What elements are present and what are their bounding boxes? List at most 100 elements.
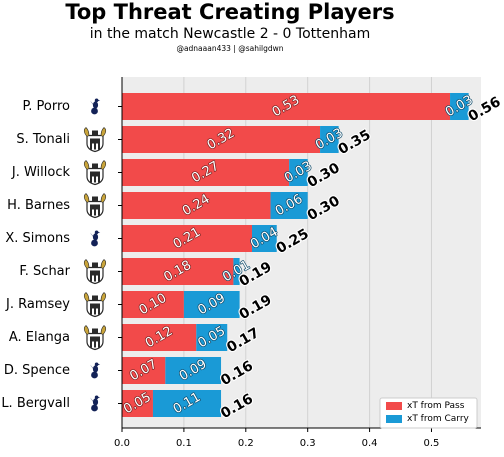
crest-stripe (90, 308, 92, 315)
newcastle-crest-icon (83, 160, 107, 186)
crest-stripe (90, 275, 92, 282)
pass-bar (122, 324, 197, 351)
legend-box (379, 397, 478, 429)
crest-stripe (94, 176, 96, 183)
newcastle-crest-icon (83, 292, 107, 318)
crest-turret (92, 295, 98, 301)
crest-seahorse-right (100, 259, 107, 269)
crest-seahorse-left (83, 325, 90, 335)
crest-body (92, 233, 99, 241)
crest-stripe (94, 209, 96, 216)
player-name-label: J. Ramsey (5, 297, 70, 312)
tottenham-crest-icon (90, 98, 101, 115)
legend-swatch (386, 402, 402, 410)
crest-leg (94, 371, 96, 374)
pass-bar (122, 390, 153, 417)
crest-turret (92, 130, 98, 136)
tottenham-crest-icon (90, 230, 101, 247)
carry-bar (233, 258, 240, 285)
crest-ball (91, 239, 98, 247)
pass-bar (122, 93, 451, 120)
crest-beak (98, 396, 101, 399)
pass-bar (122, 357, 166, 384)
crest-stripe (90, 143, 92, 150)
crest-castle (90, 204, 100, 210)
crest-body (92, 398, 99, 406)
player-name-label: X. Simons (5, 231, 70, 246)
crest-seahorse-right (100, 127, 107, 137)
crest-ball (91, 371, 98, 379)
crest-stripe (98, 176, 100, 183)
player-name-label: L. Bergvall (1, 396, 70, 411)
player-name-label: F. Schar (19, 264, 70, 279)
crest-head (94, 230, 99, 235)
crest-leg (94, 404, 96, 407)
crest-castle (90, 303, 100, 309)
chart-subtitle: in the match Newcastle 2 - 0 Tottenham (89, 26, 371, 42)
player-name-label: D. Spence (4, 363, 70, 378)
tottenham-crest-icon (90, 395, 101, 412)
carry-bar (289, 159, 308, 186)
crest-stripe (98, 209, 100, 216)
crest-castle (90, 171, 100, 177)
x-tick-label: 0.3 (300, 438, 316, 449)
x-tick-label: 0.1 (176, 438, 192, 449)
crest-body (92, 101, 99, 109)
pass-bar (122, 126, 321, 153)
tottenham-crest-icon (90, 362, 101, 379)
carry-bar (270, 192, 308, 219)
crest-stripe (90, 209, 92, 216)
legend-swatch (386, 415, 402, 423)
x-tick-label: 0.4 (362, 438, 378, 449)
carry-bar (165, 357, 222, 384)
carry-bar (251, 225, 277, 252)
player-name-label: J. Willock (11, 165, 71, 180)
player-name-label: P. Porro (22, 99, 70, 114)
x-tick-label: 0.5 (424, 438, 440, 449)
legend-label: xT from Carry (407, 414, 470, 424)
crest-stripe (98, 341, 100, 348)
crest-leg (94, 239, 96, 242)
crest-seahorse-left (83, 127, 90, 137)
carry-bar (152, 390, 222, 417)
crest-ball (91, 107, 98, 115)
crest-turret (92, 163, 98, 169)
crest-stripe (98, 275, 100, 282)
crest-beak (98, 99, 101, 102)
carry-bar (196, 324, 228, 351)
crest-seahorse-right (100, 292, 107, 302)
player-name-label: H. Barnes (7, 198, 70, 213)
crest-stripe (90, 341, 92, 348)
carry-bar (183, 291, 240, 318)
crest-head (94, 395, 99, 400)
crest-seahorse-left (83, 292, 90, 302)
crest-seahorse-right (100, 160, 107, 170)
crest-castle (90, 270, 100, 276)
crest-seahorse-left (83, 160, 90, 170)
crest-seahorse-left (83, 259, 90, 269)
crest-seahorse-left (83, 193, 90, 203)
crest-stripe (98, 308, 100, 315)
pass-bar (122, 192, 271, 219)
crest-seahorse-right (100, 325, 107, 335)
pass-bar (122, 159, 290, 186)
chart-title: Top Threat Creating Players (65, 0, 395, 24)
chart-credits: @adnaaan433 | @sahilgdwn (176, 44, 284, 53)
crest-ball (91, 404, 98, 412)
newcastle-crest-icon (83, 193, 107, 219)
crest-stripe (98, 143, 100, 150)
carry-bar (450, 93, 469, 120)
crest-stripe (90, 176, 92, 183)
crest-tail (90, 232, 94, 238)
crest-tail (90, 397, 94, 403)
legend-label: xT from Pass (407, 401, 465, 411)
crest-turret (92, 196, 98, 202)
crest-leg (94, 107, 96, 110)
crest-beak (98, 231, 101, 234)
player-name-label: A. Elanga (9, 330, 70, 345)
crest-head (94, 362, 99, 367)
crest-stripe (94, 143, 96, 150)
crest-head (94, 98, 99, 103)
newcastle-crest-icon (83, 259, 107, 285)
